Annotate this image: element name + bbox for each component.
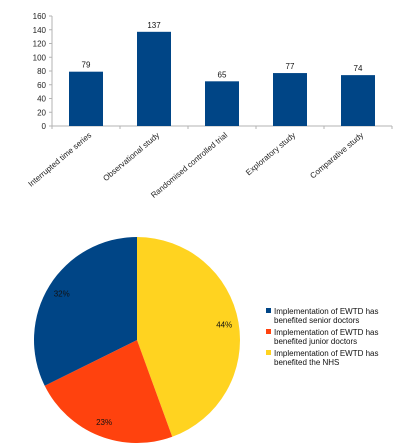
legend-label: Implementation of EWTD has (274, 349, 378, 358)
bar-data-label: 77 (286, 62, 295, 71)
legend-swatch (266, 329, 271, 334)
bar (273, 73, 307, 126)
y-tick-label: 120 (33, 40, 47, 49)
pie-slice (33, 236, 137, 386)
pie-percent-label: 32% (54, 289, 70, 298)
bar-data-label: 137 (147, 21, 161, 30)
legend-label: benefited the NHS (274, 358, 339, 367)
y-tick-label: 20 (37, 108, 46, 117)
legend-label: Implementation of EWTD has (274, 328, 378, 337)
pie-slice (44, 340, 173, 443)
x-category-label: Interrupted time series (27, 131, 94, 189)
legend-label: benefited junior doctors (274, 337, 357, 346)
legend-label: Implementation of EWTD has (274, 307, 378, 316)
y-tick-label: 100 (33, 53, 47, 62)
x-category-label: Exploratory study (244, 131, 297, 178)
bar (205, 81, 239, 126)
bar-data-label: 65 (218, 70, 227, 79)
x-category-label: Observational study (101, 131, 161, 183)
legend-label: benefited senior doctors (274, 316, 359, 325)
bar-data-label: 79 (82, 61, 91, 70)
y-tick-label: 0 (42, 122, 47, 131)
x-category-label: Comparative study (308, 131, 365, 181)
pie-slice (137, 237, 241, 437)
bar-data-label: 74 (354, 64, 363, 73)
y-tick-label: 60 (37, 81, 46, 90)
bar (69, 71, 103, 126)
pie-percent-label: 23% (96, 418, 112, 427)
legend-swatch (266, 308, 271, 313)
pie-percent-label: 44% (216, 321, 232, 330)
y-tick-label: 40 (37, 95, 46, 104)
y-tick-label: 80 (37, 67, 46, 76)
legend-swatch (266, 350, 271, 355)
y-tick-label: 160 (33, 12, 47, 21)
x-category-label: Randomised controlled trial (149, 130, 229, 199)
bar (137, 31, 171, 126)
bar (341, 75, 375, 126)
y-tick-label: 140 (33, 26, 47, 35)
